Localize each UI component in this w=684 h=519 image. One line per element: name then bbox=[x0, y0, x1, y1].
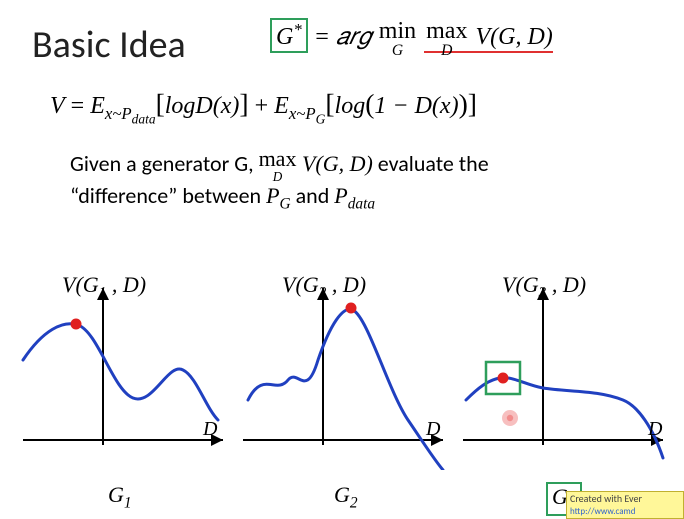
desc-max-stack: maxD bbox=[259, 148, 297, 183]
minimax-underlined: max D V(G, D) bbox=[424, 24, 553, 53]
equation-valuefn: V = Ex~Pdata[logD(x)] + Ex~PG[log(1 − D(… bbox=[50, 88, 660, 138]
star-sup: * bbox=[293, 20, 301, 39]
chart-g3-title: V(G3 , D) bbox=[502, 272, 586, 302]
V-func: V(G, D) bbox=[475, 24, 552, 50]
page-title: Basic Idea bbox=[32, 22, 186, 68]
eq-argtext: = 𝑎𝑟𝑔 bbox=[308, 24, 371, 50]
gstar-box: G* bbox=[270, 18, 308, 53]
desc-line1: Given a generator G, maxD V(G, D) evalua… bbox=[70, 148, 489, 183]
slide: Basic Idea G* = 𝑎𝑟𝑔 min G max D V(G, D) … bbox=[0, 0, 684, 519]
chart-g1: V(G1 , D) D G1 bbox=[18, 270, 228, 490]
chart-g3-D-label: D bbox=[648, 418, 662, 441]
chart-g3: V(G3 , D) D G3 bbox=[458, 270, 668, 490]
desc-line2: “difference” between PG and Pdata bbox=[70, 182, 375, 213]
max-stack: max D bbox=[426, 19, 467, 59]
watermark: Created with Ever http://www.camd bbox=[566, 491, 684, 519]
chart-g1-title: V(G1 , D) bbox=[62, 272, 146, 302]
chart-g2-bottom: G2 bbox=[334, 482, 358, 512]
min-stack: min G bbox=[379, 19, 416, 59]
chart-g1-D-label: D bbox=[203, 418, 217, 441]
chart-g2-D-label: D bbox=[426, 418, 440, 441]
equation-gstar: G* = 𝑎𝑟𝑔 min G max D V(G, D) bbox=[270, 18, 670, 78]
g-sym: G bbox=[276, 24, 293, 50]
chart-g1-bottom: G1 bbox=[108, 482, 132, 512]
chart-g2: V(G2 , D) D G2 bbox=[238, 270, 448, 490]
chart-g2-title: V(G2 , D) bbox=[282, 272, 366, 302]
